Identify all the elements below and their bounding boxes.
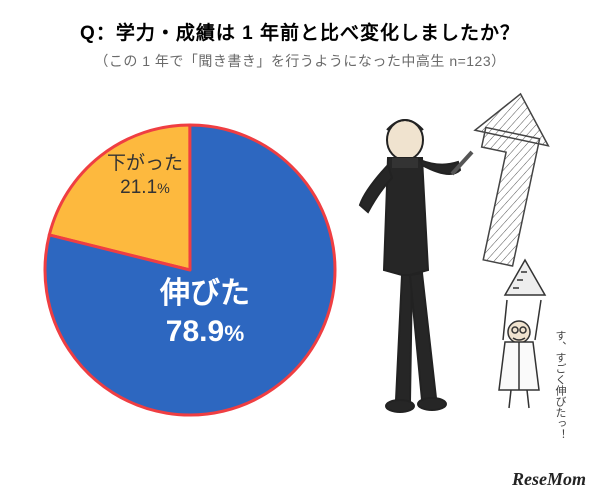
- slice-label-improved: 伸びた 78.9%: [125, 275, 285, 350]
- brand-logo: ReseMom: [512, 469, 586, 490]
- pie-chart: 伸びた 78.9% 下がった 21.1%: [40, 120, 340, 420]
- teacher-figure: [499, 260, 545, 408]
- growth-illustration: す、すごく伸びたっ！: [310, 70, 580, 450]
- infographic-container: Q：学力・成績は 1 年前と比べ変化しましたか？ （この 1 年で「聞き書き」を…: [0, 0, 600, 500]
- slice-label-declined-pct: 21.1%: [75, 176, 215, 200]
- slice-label-improved-pct: 78.9%: [125, 313, 285, 351]
- student-figure: [360, 120, 472, 412]
- question-subtitle: （この 1 年で「聞き書き」を行うようになった中高生 n=123）: [0, 51, 600, 71]
- slice-label-declined-text: 下がった: [75, 152, 215, 176]
- speech-text: す、すごく伸びたっ！: [554, 330, 567, 440]
- question-title: Q：学力・成績は 1 年前と比べ変化しましたか？: [0, 0, 600, 45]
- slice-label-improved-text: 伸びた: [125, 275, 285, 313]
- slice-label-declined: 下がった 21.1%: [75, 152, 215, 200]
